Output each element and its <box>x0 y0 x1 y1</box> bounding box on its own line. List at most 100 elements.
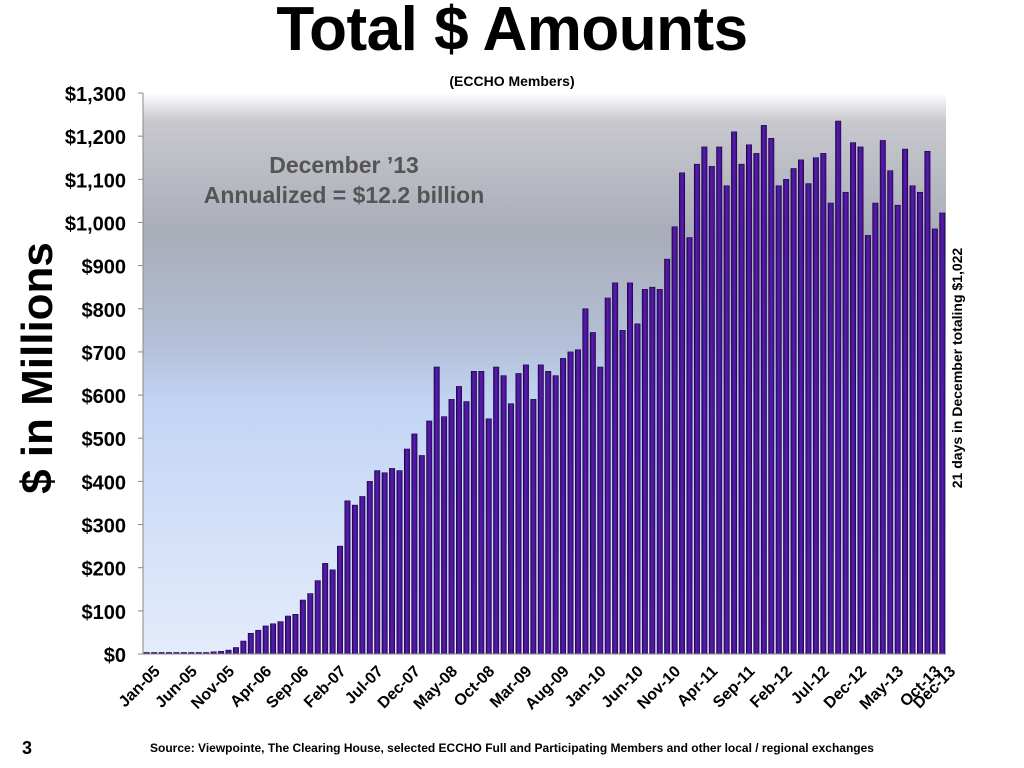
bar <box>842 191 849 655</box>
bar <box>508 403 515 655</box>
bar <box>627 282 633 655</box>
bar <box>351 504 358 655</box>
bar <box>262 625 269 655</box>
bar <box>887 170 894 655</box>
bar <box>909 185 916 655</box>
bar <box>537 364 544 655</box>
bar <box>485 418 492 655</box>
bar <box>679 172 686 655</box>
annotation-line-2: Annualized = $12.2 billion <box>203 182 485 208</box>
y-tick-label: $1,200 <box>65 127 126 149</box>
bar <box>731 131 738 655</box>
bar <box>225 649 232 655</box>
bar <box>916 191 923 655</box>
bar <box>872 202 879 655</box>
bar <box>820 153 827 655</box>
bar <box>322 563 329 655</box>
y-axis-title: $ in Millions <box>13 242 62 494</box>
bar <box>723 185 730 655</box>
bar <box>686 237 693 655</box>
bar <box>426 420 433 655</box>
bar <box>939 212 946 655</box>
y-tick-label: $400 <box>82 472 127 494</box>
bar <box>567 351 574 655</box>
y-tick-label: $300 <box>82 516 127 538</box>
bar <box>478 371 485 655</box>
bar <box>738 163 745 655</box>
bar <box>285 615 291 655</box>
bar <box>366 481 373 655</box>
bar <box>292 613 299 655</box>
bar <box>812 157 819 655</box>
bar <box>270 623 277 655</box>
bar <box>805 183 812 655</box>
bar <box>299 599 306 655</box>
bar <box>247 632 254 655</box>
bar <box>359 496 366 655</box>
x-tick-label: Feb-07 <box>301 663 350 712</box>
bar <box>582 308 589 655</box>
bar <box>545 371 552 655</box>
bar <box>597 366 604 655</box>
december-days-note: 21 days in December totaling $1,022 <box>949 247 965 489</box>
bar <box>277 621 284 655</box>
y-tick-label: $100 <box>82 602 127 624</box>
bar <box>232 647 239 655</box>
bar <box>671 226 678 655</box>
bar <box>768 138 775 655</box>
y-tick-label: $1,100 <box>65 170 126 192</box>
bar <box>649 286 656 655</box>
bar <box>374 470 381 655</box>
bar <box>864 235 871 655</box>
bar <box>411 433 418 655</box>
bar <box>389 468 396 655</box>
bar <box>656 289 663 655</box>
page-number: 3 <box>22 738 33 758</box>
bar <box>314 580 321 655</box>
bar <box>515 373 522 655</box>
y-tick-label: $500 <box>82 429 127 451</box>
bar <box>493 366 500 655</box>
bar <box>604 297 611 655</box>
bar <box>574 349 581 655</box>
bar <box>701 146 708 655</box>
y-tick-label: $1,000 <box>65 214 126 236</box>
bar <box>337 545 344 655</box>
bar <box>448 399 455 655</box>
y-tick-label: $900 <box>82 257 127 279</box>
bar <box>403 448 410 655</box>
y-tick-label: $600 <box>82 386 127 408</box>
bar <box>760 125 767 655</box>
bar <box>775 185 782 655</box>
slide-title: Total $ Amounts <box>276 0 748 64</box>
slide-subtitle: (ECCHO Members) <box>449 73 575 89</box>
bar <box>240 640 247 655</box>
y-tick-label: $1,300 <box>65 84 126 106</box>
x-tick-label: Feb-12 <box>747 663 796 712</box>
bar <box>827 202 834 655</box>
bar <box>708 166 715 655</box>
bar <box>329 569 336 655</box>
bar <box>931 228 938 655</box>
bar <box>612 282 619 655</box>
annotation-line-1: December ’13 <box>269 152 419 178</box>
bar <box>641 289 648 655</box>
y-tick-label: $700 <box>82 343 127 365</box>
bar <box>753 153 760 655</box>
bar <box>500 375 507 655</box>
bar <box>433 366 440 655</box>
bar <box>255 629 262 655</box>
bar <box>463 401 470 655</box>
bar <box>924 150 931 655</box>
bar <box>307 593 314 655</box>
bar <box>902 148 909 655</box>
bar <box>857 146 864 655</box>
source-note: Source: Viewpointe, The Clearing House, … <box>150 741 874 755</box>
bar <box>344 500 351 655</box>
bar <box>381 472 388 655</box>
bar <box>619 330 626 655</box>
bar <box>693 163 700 655</box>
bar <box>783 179 790 655</box>
bar <box>560 358 567 655</box>
bar <box>418 455 425 655</box>
